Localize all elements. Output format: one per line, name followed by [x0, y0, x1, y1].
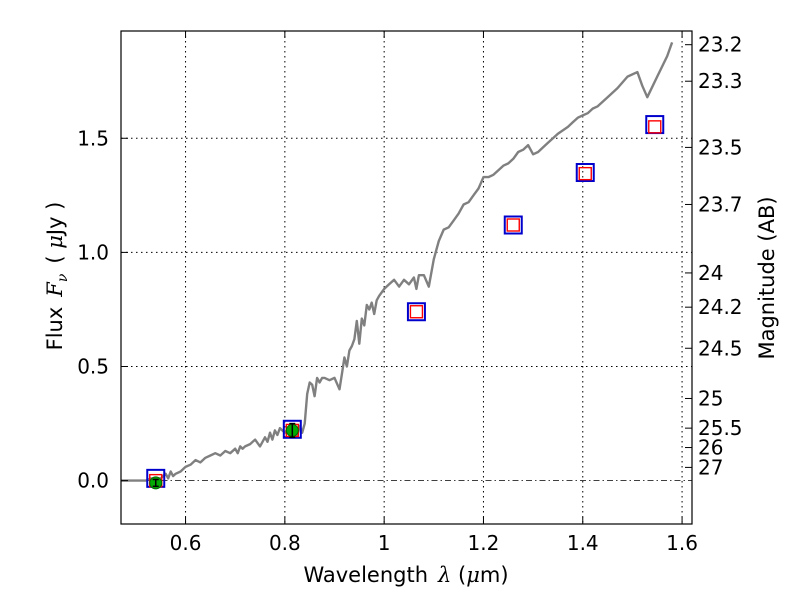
mag-tick-label: 24.2 — [698, 295, 743, 319]
mag-tick-label: 25.5 — [698, 416, 743, 440]
x-tick-label: 0.6 — [170, 531, 202, 555]
x-tick-label: 1.2 — [468, 531, 500, 555]
red-square-marker — [506, 218, 520, 232]
x-tick-label: 1.6 — [666, 531, 698, 555]
grid — [121, 31, 692, 524]
x-tick-label: 1 — [378, 531, 391, 555]
y-tick-label: 0.0 — [77, 469, 109, 493]
blue-square-marker — [575, 163, 595, 183]
plot-frame — [120, 30, 693, 525]
blue-square-marker — [503, 215, 523, 235]
x-tick-label: 1.4 — [567, 531, 599, 555]
spectrum-line — [121, 41, 674, 482]
ticks: 0.6 0.8 1 1.2 1.4 1.6 0.0 0.5 1.0 1.5 23.2 23.3 23.5… — [77, 31, 743, 555]
mag-tick-label: 24.5 — [698, 336, 743, 360]
mag-tick-label: 23.2 — [698, 33, 743, 57]
x-tick-label: 0.8 — [269, 531, 301, 555]
mag-tick-label: 24 — [698, 261, 723, 285]
mag-tick-label: 25 — [698, 386, 723, 410]
blue-square-marker — [406, 302, 426, 322]
mag-tick-label: 23.3 — [698, 69, 743, 93]
y-tick-label: 1.0 — [77, 240, 109, 264]
red-square-marker — [409, 305, 424, 319]
red-square-marker — [648, 120, 662, 134]
red-square-marker — [578, 166, 592, 181]
mag-tick-label: 23.5 — [698, 135, 743, 159]
y-axis-title: FluxFν( μJy ) — [43, 202, 71, 351]
mag-tick-label: 23.7 — [698, 192, 743, 216]
plot-area — [121, 41, 674, 490]
y2-axis-title: Magnitude (AB) — [755, 196, 779, 359]
mag-tick-label: 27 — [698, 455, 723, 479]
y-tick-label: 1.5 — [77, 126, 109, 150]
mag-tick-label: 26 — [698, 436, 723, 460]
x-axis-title: Wavelength λ (μm) — [303, 563, 508, 587]
y-tick-label: 0.5 — [77, 355, 109, 379]
